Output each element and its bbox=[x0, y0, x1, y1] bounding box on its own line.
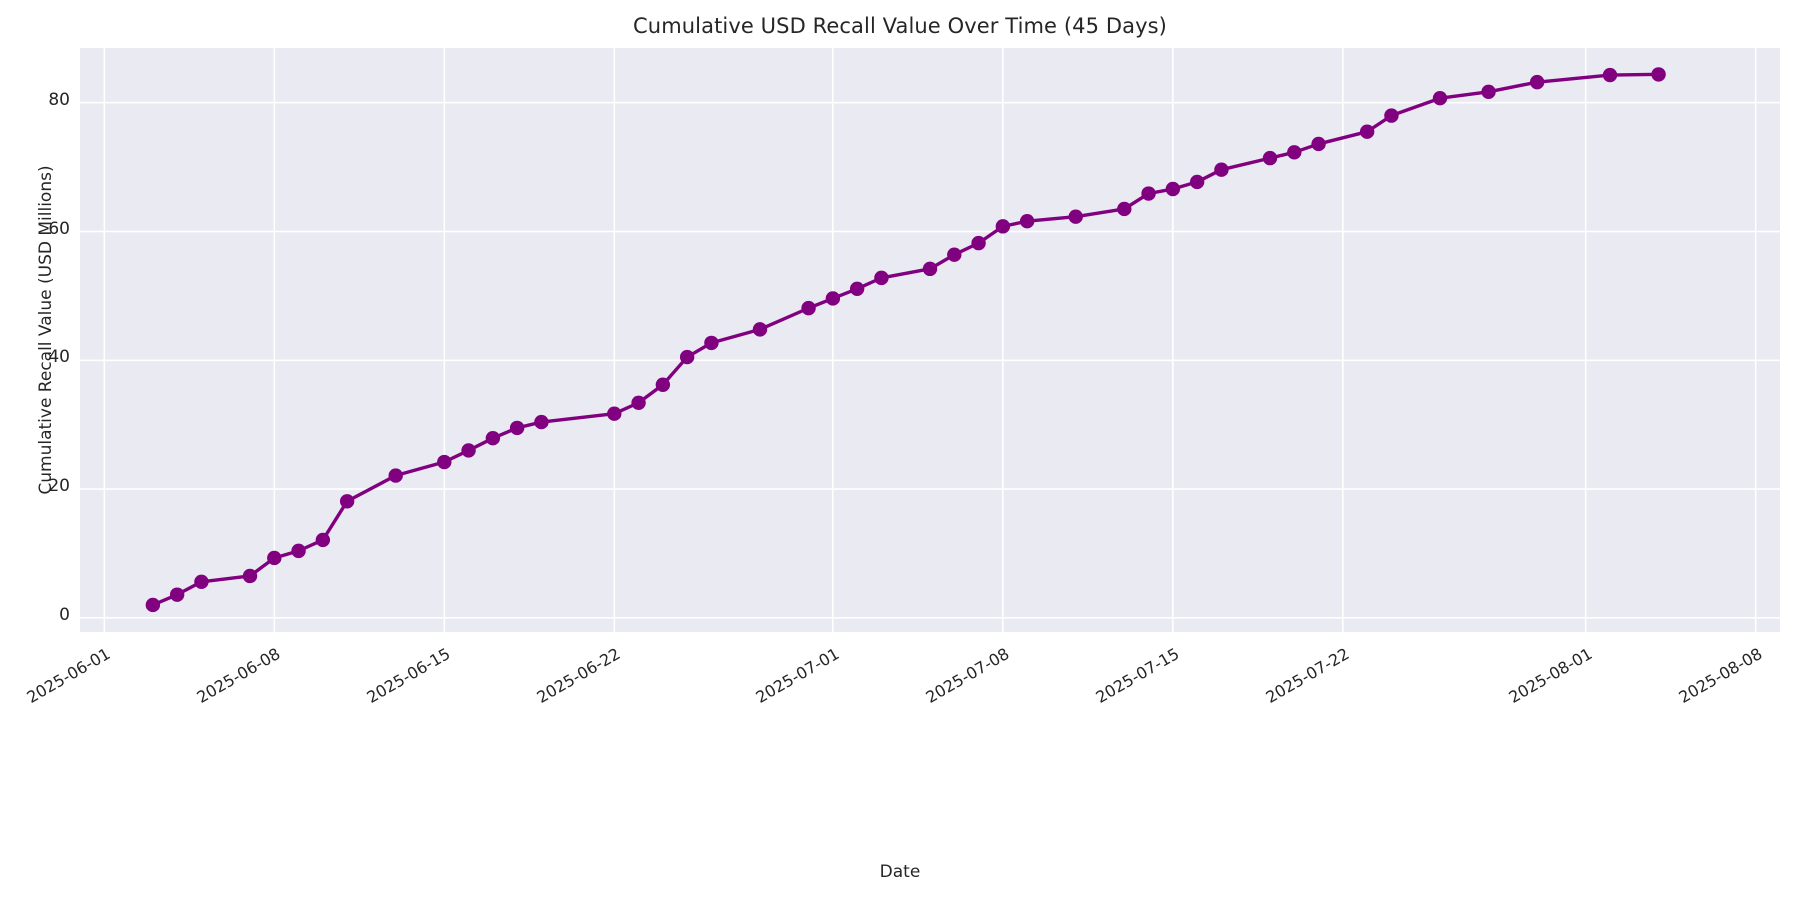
data-point-marker bbox=[1117, 201, 1132, 217]
data-point-marker bbox=[1651, 67, 1666, 82]
data-point-marker bbox=[339, 494, 355, 509]
x-axis-label: Date bbox=[879, 862, 921, 882]
data-point-marker bbox=[169, 587, 185, 602]
data-point-marker bbox=[509, 420, 525, 436]
x-tick-label: 2025-06-01 bbox=[23, 644, 114, 707]
data-point-marker bbox=[1384, 108, 1399, 123]
data-point-marker bbox=[1214, 162, 1229, 177]
data-point-marker bbox=[388, 468, 403, 483]
data-point-marker bbox=[267, 550, 282, 566]
data-point-marker bbox=[1432, 91, 1448, 106]
data-point-marker bbox=[849, 281, 865, 297]
data-point-marker bbox=[1189, 174, 1205, 190]
line-chart-svg bbox=[80, 48, 1780, 632]
data-point-marker bbox=[1287, 145, 1302, 160]
recall-value-markers bbox=[145, 67, 1666, 613]
data-point-marker bbox=[194, 574, 209, 589]
grid-lines bbox=[80, 48, 1780, 632]
data-point-marker bbox=[971, 235, 986, 251]
data-point-marker bbox=[1529, 74, 1545, 90]
data-point-marker bbox=[1141, 186, 1156, 201]
data-point-marker bbox=[461, 443, 476, 458]
data-point-marker bbox=[704, 335, 719, 351]
data-point-marker bbox=[922, 261, 938, 277]
data-point-marker bbox=[1359, 124, 1375, 139]
data-point-marker bbox=[485, 430, 501, 446]
data-point-marker bbox=[534, 414, 549, 430]
y-axis-label: Cumulative Recall Value (USD Millions) bbox=[36, 165, 56, 495]
x-tick-label: 2025-06-22 bbox=[533, 644, 624, 707]
x-tick-label: 2025-07-01 bbox=[752, 644, 843, 707]
data-point-marker bbox=[874, 270, 889, 286]
data-point-marker bbox=[1068, 209, 1083, 224]
data-point-marker bbox=[1602, 67, 1618, 83]
x-tick-label: 2025-08-01 bbox=[1505, 644, 1596, 707]
plot-area bbox=[80, 48, 1780, 632]
data-point-marker bbox=[1165, 181, 1181, 197]
data-point-marker bbox=[947, 247, 962, 262]
data-point-marker bbox=[995, 219, 1011, 234]
data-point-marker bbox=[607, 406, 622, 421]
data-point-marker bbox=[752, 322, 768, 337]
recall-value-line bbox=[151, 72, 1661, 607]
data-point-marker bbox=[1311, 136, 1326, 152]
x-tick-label: 2025-07-15 bbox=[1092, 644, 1183, 707]
data-point-marker bbox=[801, 300, 816, 316]
data-point-marker bbox=[315, 532, 331, 548]
data-point-marker bbox=[145, 597, 161, 613]
data-point-marker bbox=[631, 395, 646, 410]
data-point-marker bbox=[242, 568, 258, 584]
data-point-marker bbox=[291, 543, 306, 559]
x-tick-label: 2025-07-22 bbox=[1262, 644, 1353, 707]
x-tick-label: 2025-08-08 bbox=[1675, 644, 1766, 707]
data-point-marker bbox=[1019, 214, 1035, 229]
x-tick-label: 2025-06-08 bbox=[193, 644, 284, 707]
data-point-marker bbox=[679, 349, 695, 365]
data-point-marker bbox=[655, 377, 671, 392]
x-tick-label: 2025-06-15 bbox=[363, 644, 454, 707]
data-point-marker bbox=[437, 454, 452, 470]
chart-title: Cumulative USD Recall Value Over Time (4… bbox=[633, 14, 1167, 38]
data-point-marker bbox=[1262, 150, 1278, 166]
x-tick-label: 2025-07-08 bbox=[922, 644, 1013, 707]
data-point-marker bbox=[1481, 84, 1496, 99]
data-point-marker bbox=[825, 291, 841, 306]
